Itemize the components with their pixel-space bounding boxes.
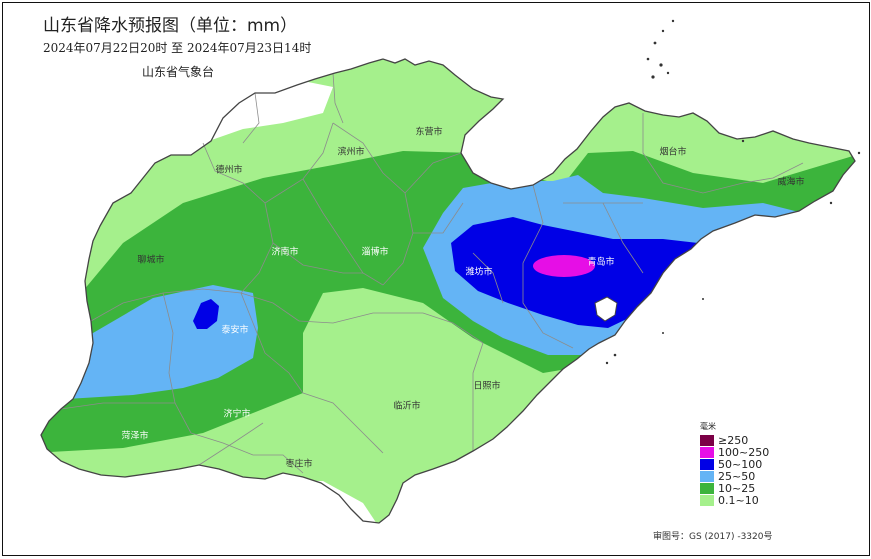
legend-item: 100~250 xyxy=(700,445,770,459)
legend-item: 10~25 xyxy=(700,481,769,495)
legend-swatch xyxy=(700,494,714,506)
legend-item: 50~100 xyxy=(700,457,769,471)
city-label-qingdao: 青岛市 xyxy=(587,257,615,268)
city-label-zibo: 淄博市 xyxy=(361,247,389,258)
legend-swatch xyxy=(700,446,714,458)
map-title: 山东省降水预报图（单位：mm） xyxy=(43,16,298,36)
rain-50-100-west xyxy=(193,299,219,329)
legend-label: 25~50 xyxy=(718,469,756,483)
legend-swatch xyxy=(700,482,714,494)
issuing-agency: 山东省气象台 xyxy=(142,65,215,79)
city-label-jinan: 济南市 xyxy=(271,247,299,258)
map-review-number: 审图号：GS (2017) -3320号 xyxy=(653,532,773,542)
legend-item: ≥250 xyxy=(700,433,769,447)
city-label-dezhou: 德州市 xyxy=(215,165,243,176)
legend-swatch xyxy=(700,434,714,446)
city-label-linyi: 临沂市 xyxy=(393,401,421,412)
precipitation-map xyxy=(40,19,861,524)
city-label-rizhao: 日照市 xyxy=(473,381,501,392)
city-label-dongying: 东营市 xyxy=(415,127,443,138)
city-label-taian: 泰安市 xyxy=(221,325,249,336)
city-label-jining: 济宁市 xyxy=(223,409,251,420)
legend: 毫米 ≥250 100~250 50~100 25~50 10~25 0.1~1… xyxy=(700,421,770,507)
legend-label: 50~100 xyxy=(718,457,763,471)
city-label-binzhou: 滨州市 xyxy=(337,147,365,158)
city-label-weihai: 威海市 xyxy=(777,177,805,188)
prefecture-boundaries xyxy=(60,72,804,474)
city-label-zaozhuang: 枣庄市 xyxy=(285,459,313,470)
rain-100-250 xyxy=(533,255,595,277)
legend-item: 0.1~10 xyxy=(700,493,769,507)
city-label-heze: 菏泽市 xyxy=(121,431,149,442)
forecast-period: 2024年07月22日20时 至 2024年07月23日14时 xyxy=(43,41,312,55)
islands xyxy=(605,19,861,365)
city-label-yantai: 烟台市 xyxy=(659,147,687,158)
jiaozhou-bay xyxy=(594,296,618,322)
legend-swatch xyxy=(700,458,714,470)
legend-item: 25~50 xyxy=(700,469,769,483)
legend-title: 毫米 xyxy=(700,422,716,431)
legend-swatch xyxy=(700,470,714,482)
legend-label: 100~250 xyxy=(718,445,770,459)
legend-label: 0.1~10 xyxy=(718,493,759,507)
city-label-weifang: 潍坊市 xyxy=(465,267,493,278)
province-outline xyxy=(40,58,856,524)
legend-label: ≥250 xyxy=(718,433,749,447)
legend-label: 10~25 xyxy=(718,481,756,495)
city-label-liaocheng: 聊城市 xyxy=(137,255,165,266)
